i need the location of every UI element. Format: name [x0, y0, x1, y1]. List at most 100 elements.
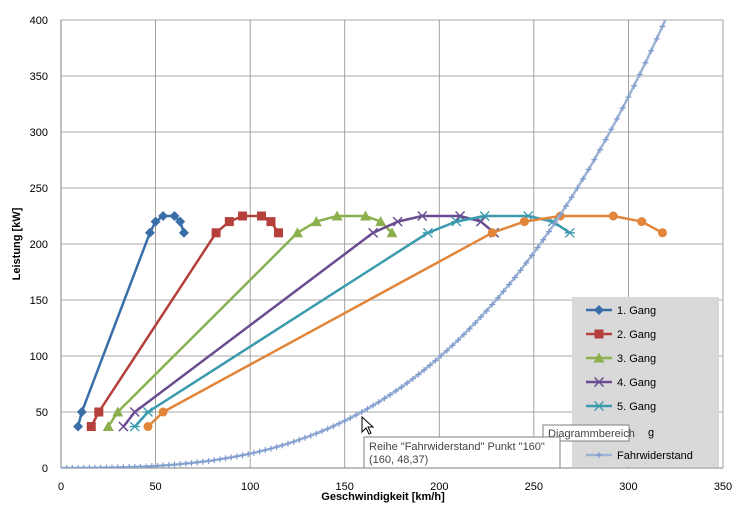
data-point[interactable] [636, 71, 643, 78]
legend-item[interactable]: 1. Gang [586, 305, 656, 317]
data-point[interactable] [511, 274, 518, 281]
data-point[interactable] [69, 464, 76, 471]
data-point[interactable] [137, 463, 144, 470]
data-point[interactable] [574, 185, 581, 192]
data-point[interactable] [449, 342, 456, 349]
data-point[interactable] [477, 314, 484, 321]
series-4-gang[interactable] [118, 210, 500, 432]
data-point[interactable] [472, 320, 479, 327]
data-point[interactable] [120, 464, 127, 470]
data-point[interactable] [148, 463, 155, 469]
data-point[interactable] [563, 203, 570, 210]
data-point[interactable] [301, 434, 308, 441]
data-point[interactable] [250, 449, 257, 456]
data-point[interactable] [534, 244, 541, 251]
data-point[interactable] [517, 267, 524, 274]
data-point[interactable] [194, 459, 201, 466]
data-point[interactable] [392, 216, 403, 227]
data-point[interactable] [545, 228, 552, 235]
data-point[interactable] [364, 405, 371, 412]
data-point[interactable] [143, 422, 153, 432]
data-point[interactable] [118, 421, 129, 432]
legend-item[interactable]: 2. Gang [586, 329, 656, 341]
data-point[interactable] [86, 422, 96, 432]
data-point[interactable] [398, 384, 405, 391]
data-point[interactable] [642, 59, 649, 66]
data-point[interactable] [614, 115, 621, 122]
data-point[interactable] [625, 94, 632, 101]
data-point[interactable] [564, 227, 575, 238]
data-point[interactable] [245, 451, 252, 458]
series-fahrwiderstand[interactable] [58, 0, 685, 471]
legend-item[interactable]: 5. Gang [586, 401, 656, 413]
data-point[interactable] [597, 146, 604, 153]
series-line[interactable] [122, 214, 495, 428]
data-point[interactable] [568, 194, 575, 201]
data-point[interactable] [102, 421, 114, 432]
data-point[interactable] [97, 464, 104, 471]
data-point[interactable] [188, 460, 195, 467]
data-point[interactable] [360, 210, 372, 221]
data-point[interactable] [171, 461, 178, 468]
data-point[interactable] [432, 357, 439, 364]
data-point[interactable] [165, 462, 172, 468]
data-point[interactable] [291, 227, 303, 238]
data-point[interactable] [129, 406, 140, 418]
legend-item[interactable]: Fahrwiderstand [586, 450, 693, 462]
data-point[interactable] [519, 217, 529, 227]
data-point[interactable] [500, 288, 507, 295]
data-point[interactable] [375, 399, 382, 406]
legend-swatch-marker[interactable] [593, 352, 605, 363]
data-point[interactable] [262, 447, 269, 454]
data-point[interactable] [177, 461, 184, 468]
data-point[interactable] [284, 440, 291, 447]
data-point[interactable] [216, 456, 223, 463]
data-point[interactable] [160, 462, 167, 468]
legend-swatch-marker[interactable] [596, 452, 602, 458]
data-point[interactable] [238, 211, 248, 221]
data-point[interactable] [178, 227, 189, 238]
data-point[interactable] [307, 432, 314, 439]
legend-swatch-marker[interactable] [594, 401, 604, 411]
data-point[interactable] [619, 105, 626, 112]
data-point[interactable] [466, 325, 473, 332]
data-point[interactable] [422, 227, 433, 238]
data-point[interactable] [557, 211, 564, 218]
data-point[interactable] [494, 295, 501, 302]
series-3-gang[interactable] [102, 210, 398, 432]
data-point[interactable] [370, 402, 377, 409]
data-point[interactable] [256, 448, 263, 455]
data-point[interactable] [523, 259, 530, 266]
data-point[interactable] [233, 453, 240, 460]
data-point[interactable] [375, 216, 387, 227]
data-point[interactable] [341, 417, 348, 424]
data-point[interactable] [392, 388, 399, 395]
legend-swatch-marker[interactable] [593, 376, 605, 388]
series-2-gang[interactable] [86, 211, 284, 432]
data-point[interactable] [637, 217, 647, 227]
data-point[interactable] [222, 455, 229, 462]
legend-swatch-marker[interactable] [594, 305, 604, 315]
data-point[interactable] [296, 436, 303, 443]
data-point[interactable] [279, 442, 286, 449]
data-point[interactable] [487, 228, 497, 238]
data-point[interactable] [415, 371, 422, 378]
data-point[interactable] [169, 211, 180, 221]
data-point[interactable] [483, 307, 490, 314]
data-point[interactable] [659, 23, 666, 30]
data-point[interactable] [602, 136, 609, 143]
data-point[interactable] [211, 457, 218, 464]
data-point[interactable] [267, 445, 274, 452]
data-point[interactable] [158, 211, 169, 221]
data-point[interactable] [608, 211, 618, 221]
data-point[interactable] [143, 407, 154, 417]
data-point[interactable] [409, 375, 416, 382]
data-point[interactable] [331, 210, 343, 221]
data-point[interactable] [205, 457, 212, 464]
data-point[interactable] [591, 156, 598, 163]
data-point[interactable] [86, 464, 93, 471]
data-point[interactable] [631, 82, 638, 89]
data-point[interactable] [94, 407, 104, 417]
data-point[interactable] [199, 458, 206, 465]
